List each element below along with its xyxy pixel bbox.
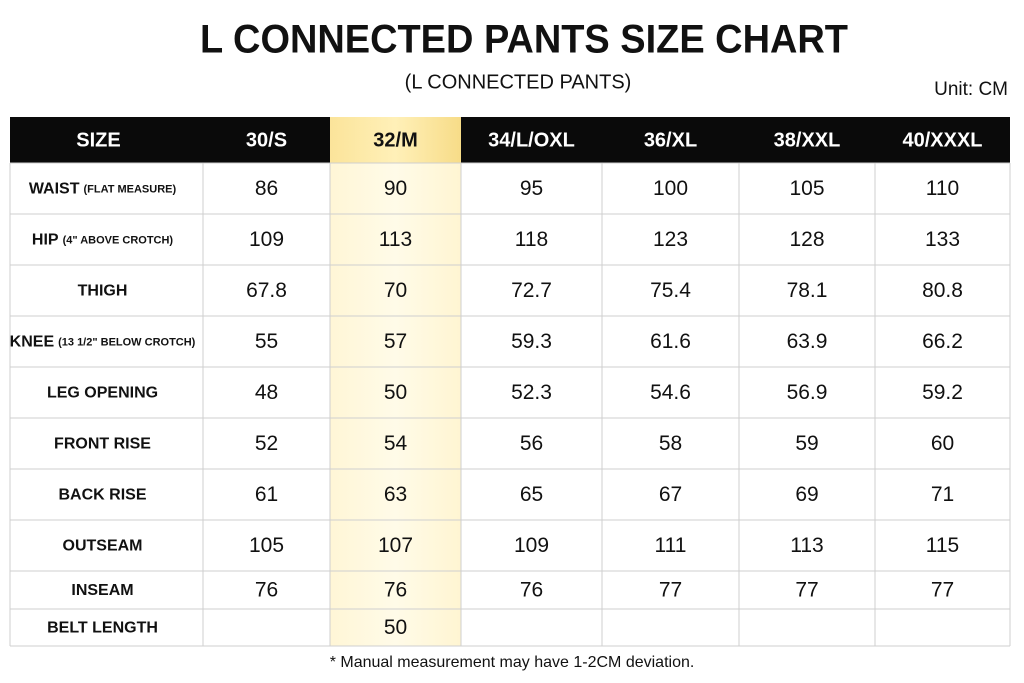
row-label-main: KNEE	[10, 334, 55, 351]
value-cell: 69	[795, 483, 818, 506]
header-cell: 34/L/OXL	[488, 129, 575, 151]
row-label: LEG OPENING	[47, 385, 158, 402]
value-cell: 100	[653, 177, 688, 200]
value-cell: 67	[659, 483, 682, 506]
value-cell: 111	[655, 534, 687, 557]
row-label: BELT LENGTH	[47, 620, 158, 637]
value-cell: 76	[520, 579, 543, 602]
value-cell: 65	[520, 483, 543, 506]
row-label-main: THIGH	[78, 283, 128, 300]
row-label-main: BACK RISE	[58, 487, 146, 504]
value-cell: 77	[659, 579, 682, 602]
value-cell: 113	[379, 228, 412, 251]
value-cell: 63.9	[787, 330, 828, 353]
value-cell: 52.3	[511, 381, 552, 404]
row-label: KNEE (13 1/2" BELOW CROTCH)	[10, 334, 196, 351]
header-cell: 40/XXXL	[902, 129, 982, 151]
value-cell: 59.3	[511, 330, 552, 353]
value-cell: 75.4	[650, 279, 691, 302]
subtitle: (L CONNECTED PANTS)	[405, 71, 632, 93]
value-cell: 77	[931, 579, 954, 602]
highlight-column	[330, 163, 461, 646]
value-cell: 77	[795, 579, 818, 602]
value-cell: 57	[384, 330, 407, 353]
row-label: INSEAM	[71, 582, 133, 599]
header-bg	[10, 117, 1010, 163]
value-cell: 95	[520, 177, 543, 200]
row-label: WAIST (FLAT MEASURE)	[29, 181, 177, 198]
value-cell: 56	[520, 432, 543, 455]
row-label-main: FRONT RISE	[54, 436, 151, 453]
value-cell: 61	[255, 483, 278, 506]
size-table: SIZE 30/S 32/M 34/L/OXL 36/XL 38/XXL 40/XXXL WA…	[9, 117, 1011, 647]
value-cell: 105	[249, 534, 284, 557]
value-cell: 113	[790, 534, 823, 557]
value-cell: 71	[931, 483, 954, 506]
value-cell: 90	[384, 177, 407, 200]
value-cell: 118	[515, 228, 548, 251]
header-cell: 32/M	[373, 129, 417, 151]
row-label-main: WAIST	[29, 181, 80, 198]
value-cell: 59.2	[922, 381, 963, 404]
value-cell: 50	[384, 381, 407, 404]
value-cell: 54.6	[650, 381, 691, 404]
value-cell: 54	[384, 432, 408, 455]
value-cell: 110	[926, 177, 959, 200]
header-cell: SIZE	[76, 129, 120, 151]
row-label: BACK RISE	[58, 487, 146, 504]
value-cell: 123	[653, 228, 688, 251]
value-cell: 66.2	[922, 330, 963, 353]
row-label-note: (13 1/2" BELOW CROTCH)	[58, 336, 196, 348]
row-label-main: OUTSEAM	[63, 538, 143, 555]
value-cell: 128	[789, 228, 824, 251]
value-cell: 60	[931, 432, 954, 455]
value-cell: 61.6	[650, 330, 691, 353]
row-label-note: (FLAT MEASURE)	[83, 183, 176, 195]
value-cell: 67.8	[246, 279, 287, 302]
value-cell: 76	[384, 579, 407, 602]
value-cell: 56.9	[787, 381, 828, 404]
value-cell: 63	[384, 483, 407, 506]
value-cell: 107	[378, 534, 413, 557]
value-cell: 59	[795, 432, 818, 455]
value-cell: 80.8	[922, 279, 963, 302]
header-cell: 30/S	[246, 129, 287, 151]
header-cell: 36/XL	[644, 129, 697, 151]
value-cell: 78.1	[787, 279, 828, 302]
row-label: THIGH	[78, 283, 128, 300]
title: L CONNECTED PANTS SIZE CHART	[200, 18, 848, 62]
row-label-note: (4" ABOVE CROTCH)	[63, 234, 174, 246]
value-cell: 109	[249, 228, 284, 251]
header-highlight	[330, 117, 461, 163]
footnote: * Manual measurement may have 1-2CM devi…	[330, 654, 695, 671]
header-cell: 38/XXL	[774, 129, 841, 151]
value-cell: 133	[925, 228, 960, 251]
value-cell: 55	[255, 330, 278, 353]
row-label-main: HIP	[32, 232, 59, 249]
value-cell: 109	[514, 534, 549, 557]
row-label: OUTSEAM	[63, 538, 143, 555]
value-cell: 86	[255, 177, 278, 200]
value-cell: 70	[384, 279, 407, 302]
value-cell: 76	[255, 579, 278, 602]
unit: Unit: CM	[934, 79, 1008, 100]
value-cell: 52	[255, 432, 278, 455]
row-label: HIP (4" ABOVE CROTCH)	[32, 232, 174, 249]
row-label: FRONT RISE	[54, 436, 151, 453]
value-cell: 48	[255, 381, 278, 404]
value-cell: 105	[789, 177, 824, 200]
row-label-main: INSEAM	[71, 582, 133, 599]
value-cell: 115	[926, 534, 959, 557]
value-cell: 72.7	[511, 279, 552, 302]
row-label-main: BELT LENGTH	[47, 620, 158, 637]
value-cell: 50	[384, 616, 407, 639]
value-cell: 58	[659, 432, 682, 455]
row-label-main: LEG OPENING	[47, 385, 158, 402]
